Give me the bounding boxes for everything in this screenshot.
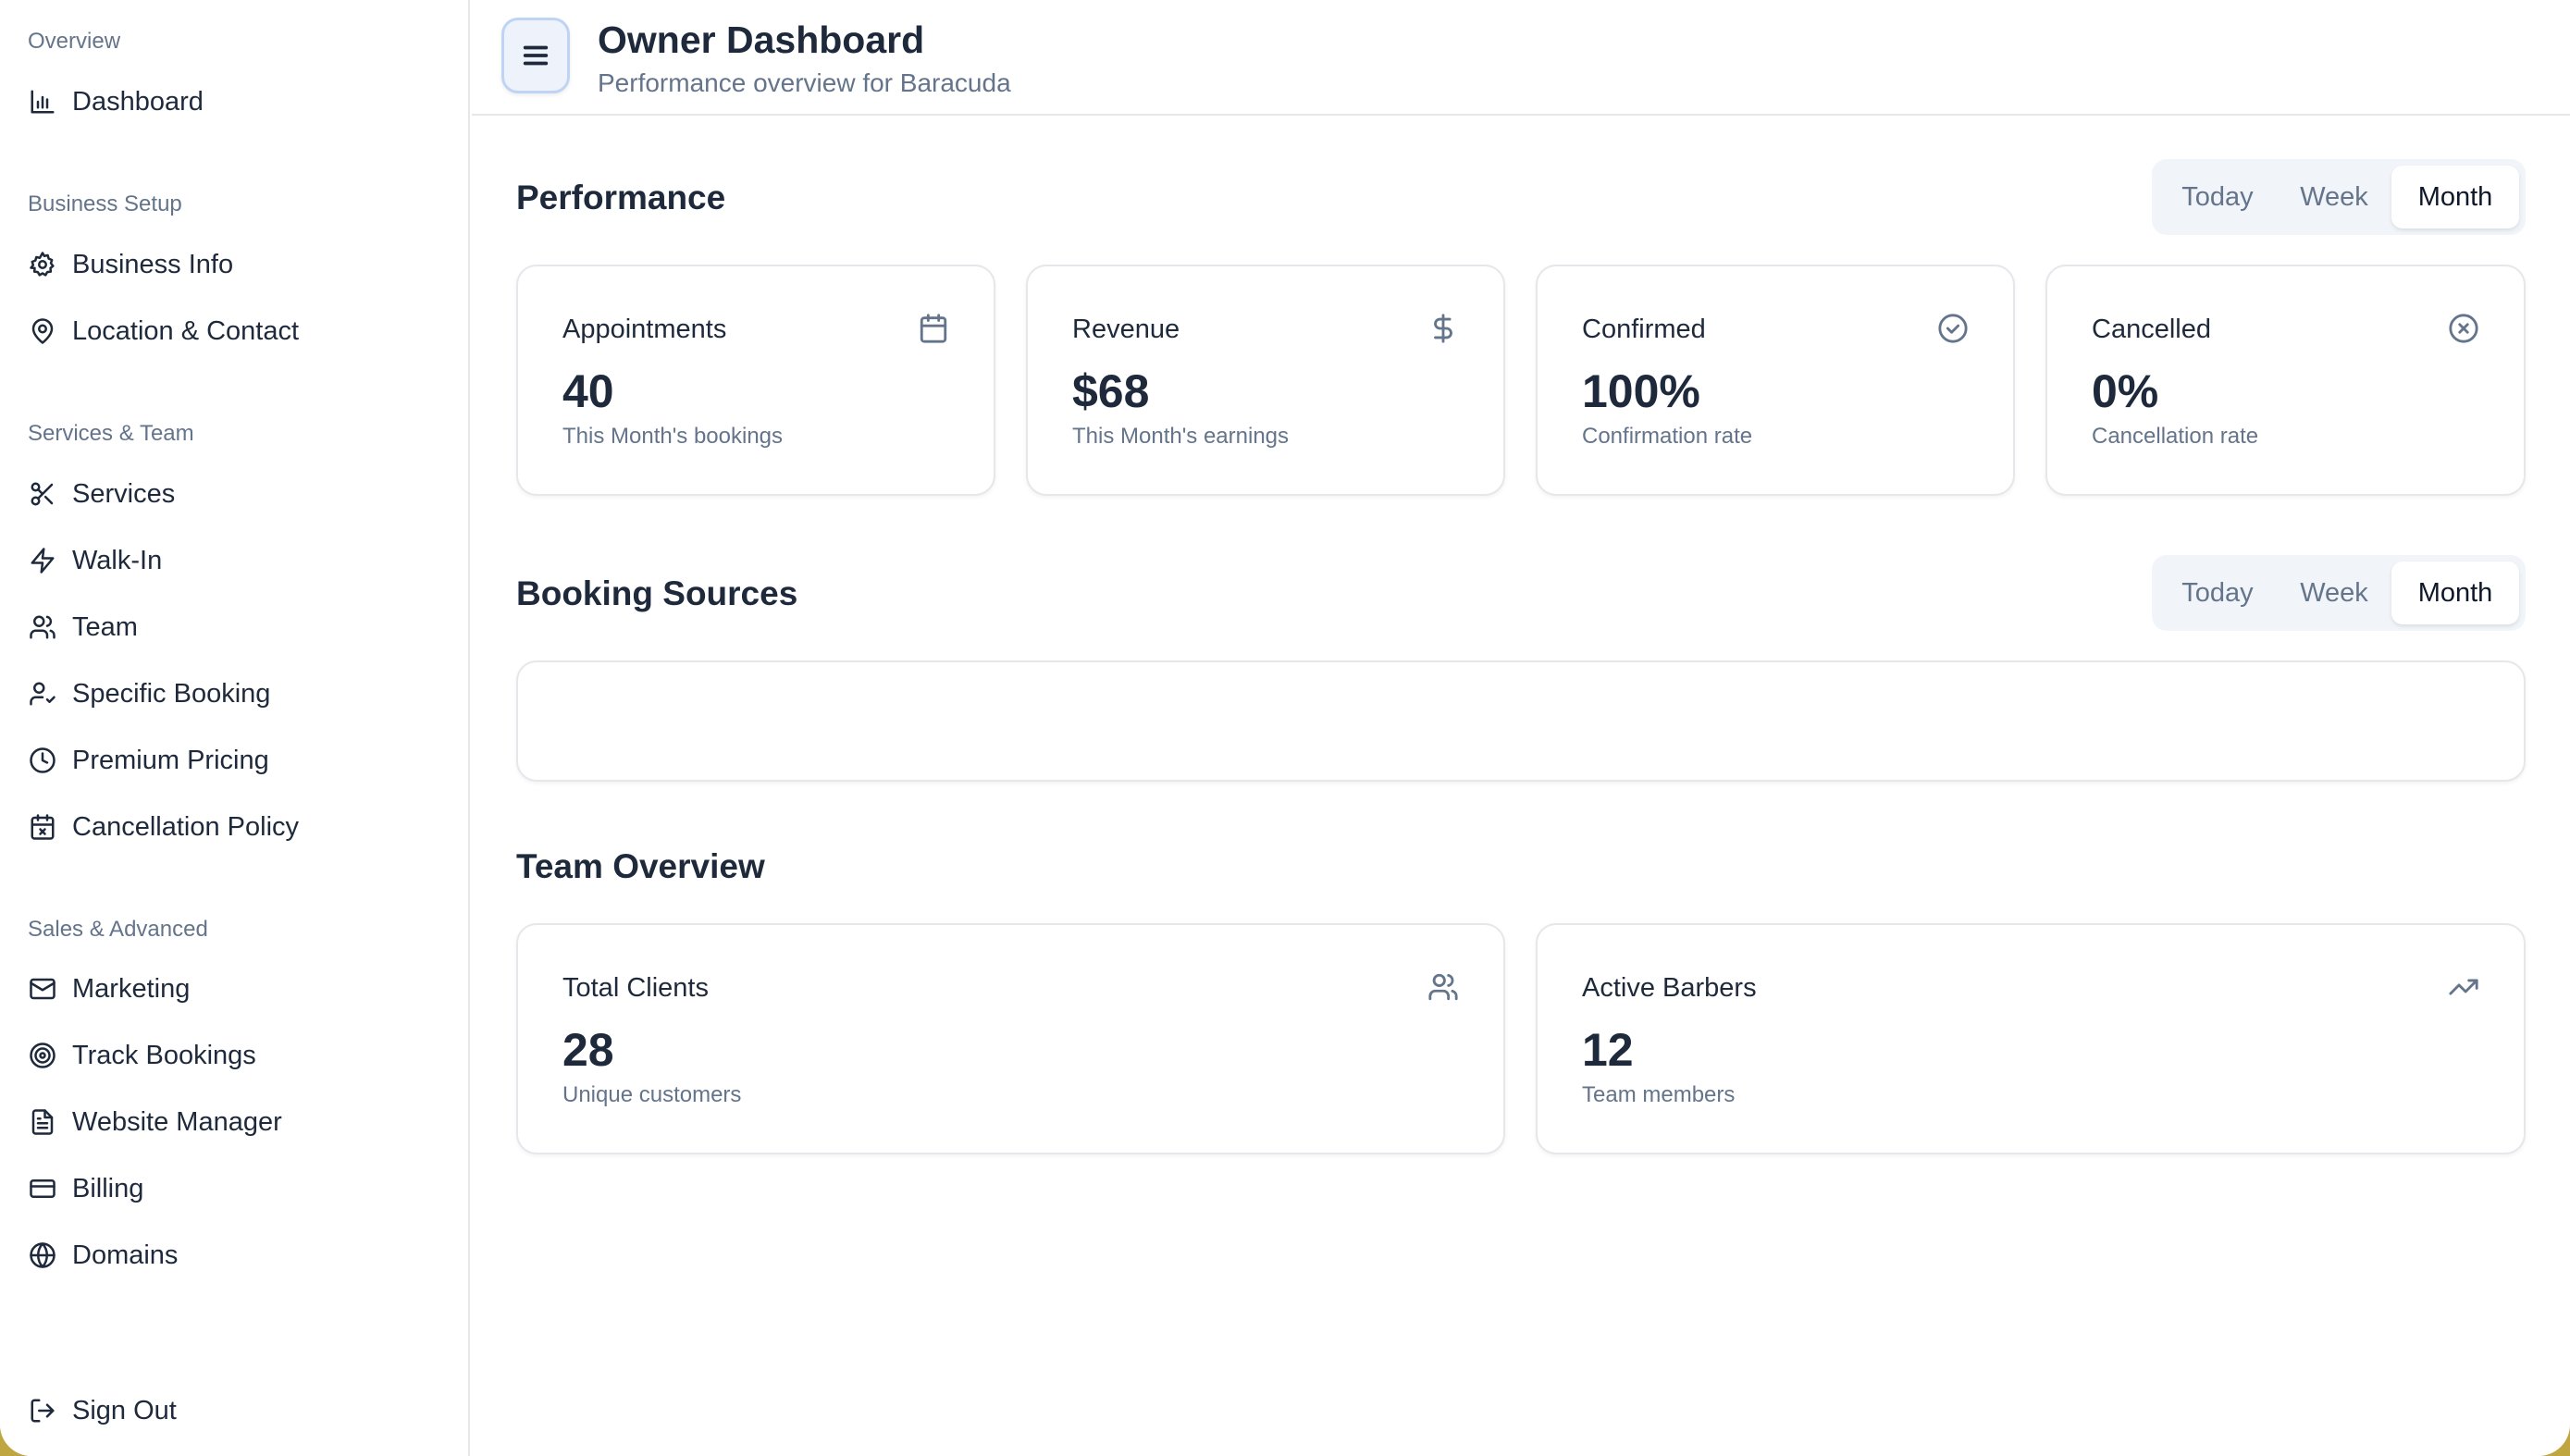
map-pin-icon	[28, 316, 57, 346]
sidebar-item-label: Cancellation Policy	[72, 811, 300, 842]
total-clients-card: Total Clients 28 Unique customers	[516, 923, 1505, 1154]
card-label: Cancelled	[2092, 315, 2211, 344]
sidebar-item-label: Website Manager	[72, 1106, 282, 1137]
sidebar-item-label: Business Info	[72, 249, 234, 279]
sidebar-item-label: Team	[72, 611, 138, 642]
page-subtitle: Performance overview for Baracuda	[598, 68, 1011, 97]
performance-range-month[interactable]: Month	[2391, 166, 2519, 228]
sidebar-item-domains[interactable]: Domains	[28, 1233, 178, 1277]
confirmed-card: Confirmed 100% Confirmation rate	[1536, 265, 2015, 496]
calendar-icon	[918, 313, 949, 344]
card-label: Total Clients	[562, 973, 709, 1003]
sign-out-button[interactable]: Sign Out	[28, 1388, 177, 1433]
sidebar-item-label: Track Bookings	[72, 1040, 256, 1070]
log-out-icon	[28, 1396, 57, 1425]
card-label: Active Barbers	[1582, 973, 1757, 1003]
card-label: Confirmed	[1582, 315, 1706, 344]
sidebar-group-title: Sales & Advanced	[28, 917, 208, 942]
sidebar-item-label: Walk-In	[72, 545, 163, 575]
card-value: 28	[562, 1024, 614, 1076]
booking-sources-range-week[interactable]: Week	[2300, 577, 2368, 608]
sidebar-group-title: Business Setup	[28, 191, 182, 216]
card-value: 0%	[2092, 365, 2159, 417]
users-icon	[1427, 971, 1459, 1003]
booking-sources-title: Booking Sources	[516, 574, 798, 612]
clock-icon	[28, 746, 57, 775]
cancelled-card: Cancelled 0% Cancellation rate	[2045, 265, 2526, 496]
appointments-card: Appointments 40 This Month's bookings	[516, 265, 995, 496]
sidebar-item-premium-pricing[interactable]: Premium Pricing	[28, 738, 269, 783]
target-icon	[28, 1041, 57, 1070]
sidebar-item-location-contact[interactable]: Location & Contact	[28, 309, 299, 353]
sidebar-item-cancellation-policy[interactable]: Cancellation Policy	[28, 805, 299, 849]
page-title: Owner Dashboard	[598, 19, 925, 61]
sidebar-item-track-bookings[interactable]: Track Bookings	[28, 1033, 256, 1078]
sidebar-item-dashboard[interactable]: Dashboard	[28, 80, 204, 124]
card-subtext: Unique customers	[562, 1082, 742, 1107]
credit-card-icon	[28, 1174, 57, 1203]
globe-icon	[28, 1240, 57, 1270]
calendar-x-icon	[28, 812, 57, 842]
booking-sources-range-selector: Today Week Month	[2152, 555, 2526, 631]
scissors-icon	[28, 479, 57, 509]
mail-icon	[28, 974, 57, 1004]
sidebar-item-marketing[interactable]: Marketing	[28, 967, 190, 1011]
card-subtext: This Month's bookings	[562, 424, 784, 449]
page-header: Owner Dashboard Performance overview for…	[472, 0, 2570, 116]
user-check-icon	[28, 679, 57, 709]
users-icon	[28, 612, 57, 642]
booking-sources-range-month[interactable]: Month	[2391, 561, 2519, 624]
card-value: 40	[562, 365, 614, 417]
sidebar-item-label: Billing	[72, 1173, 144, 1203]
sidebar-group-title: Overview	[28, 29, 121, 54]
trending-up-icon	[2448, 971, 2479, 1003]
booking-sources-range-today[interactable]: Today	[2181, 577, 2254, 608]
sidebar-item-website-manager[interactable]: Website Manager	[28, 1100, 282, 1144]
sidebar-item-business-info[interactable]: Business Info	[28, 242, 233, 287]
sidebar-item-team[interactable]: Team	[28, 605, 138, 649]
performance-range-selector: Today Week Month	[2152, 159, 2526, 235]
lightning-icon	[28, 546, 57, 575]
card-subtext: Team members	[1582, 1082, 1736, 1107]
x-circle-icon	[2448, 313, 2479, 344]
sidebar-item-walk-in[interactable]: Walk-In	[28, 538, 162, 583]
sidebar-item-label: Location & Contact	[72, 315, 300, 346]
menu-icon	[523, 45, 549, 66]
performance-range-today[interactable]: Today	[2181, 181, 2254, 212]
team-overview-title: Team Overview	[516, 847, 765, 885]
revenue-card: Revenue $68 This Month's earnings	[1026, 265, 1505, 496]
card-value: $68	[1072, 365, 1150, 417]
sidebar-item-billing[interactable]: Billing	[28, 1166, 143, 1211]
active-barbers-card: Active Barbers 12 Team members	[1536, 923, 2526, 1154]
sidebar: Overview Dashboard Business Setup Busine…	[0, 0, 470, 1456]
bar-chart-icon	[28, 87, 57, 117]
card-subtext: This Month's earnings	[1072, 424, 1290, 449]
sidebar-item-specific-booking[interactable]: Specific Booking	[28, 672, 270, 716]
performance-title: Performance	[516, 179, 726, 216]
booking-sources-panel	[516, 660, 2526, 782]
sidebar-item-label: Services	[72, 478, 176, 509]
sidebar-item-label: Marketing	[72, 973, 191, 1004]
file-icon	[28, 1107, 57, 1137]
sign-out-label: Sign Out	[72, 1395, 177, 1425]
dollar-icon	[1427, 313, 1459, 344]
card-value: 12	[1582, 1024, 1634, 1076]
menu-toggle-button[interactable]	[501, 18, 570, 93]
card-label: Revenue	[1072, 315, 1180, 344]
card-subtext: Cancellation rate	[2092, 424, 2259, 449]
sidebar-group-title: Services & Team	[28, 421, 194, 446]
card-subtext: Confirmation rate	[1582, 424, 1753, 449]
sidebar-item-services[interactable]: Services	[28, 472, 175, 516]
check-circle-icon	[1937, 313, 1969, 344]
card-label: Appointments	[562, 315, 727, 344]
sidebar-item-label: Premium Pricing	[72, 745, 269, 775]
gear-icon	[28, 250, 57, 279]
sidebar-item-label: Domains	[72, 1240, 179, 1270]
sidebar-item-label: Specific Booking	[72, 678, 271, 709]
sidebar-item-label: Dashboard	[72, 86, 204, 117]
card-value: 100%	[1582, 365, 1700, 417]
performance-range-week[interactable]: Week	[2300, 181, 2368, 212]
